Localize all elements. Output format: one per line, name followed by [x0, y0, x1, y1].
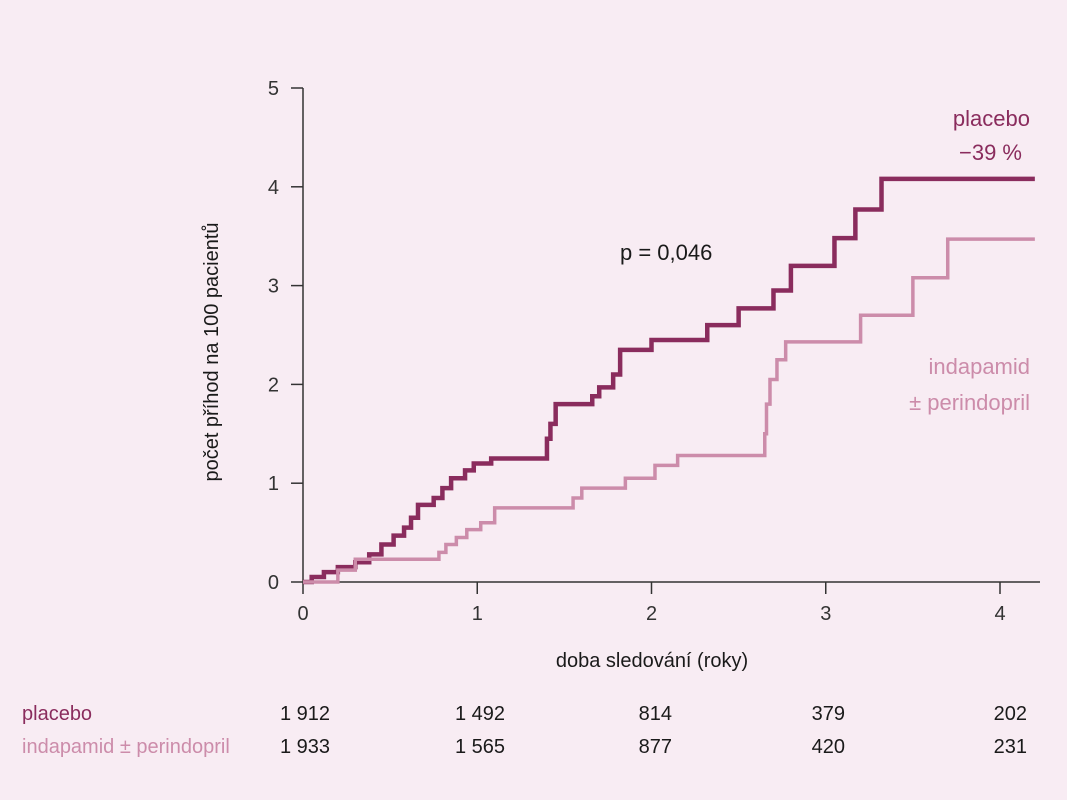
x-tick-label: 3 — [820, 603, 831, 625]
risk-row-label: placebo — [22, 703, 92, 725]
y-axis-title: počet příhod na 100 pacientů — [201, 222, 223, 481]
risk-value: 420 — [812, 736, 845, 758]
risk-row-label: indapamid ± perindopril — [22, 736, 230, 758]
series-line-indapamid — [303, 237, 1035, 584]
series-sublabel-indapamid: ± perindopril — [909, 390, 1030, 415]
risk-value: 1 565 — [455, 736, 505, 758]
y-tick-label: 5 — [268, 78, 279, 100]
y-tick-label: 2 — [268, 374, 279, 396]
risk-value: 379 — [812, 703, 845, 725]
risk-value: 231 — [994, 736, 1027, 758]
risk-value: 814 — [639, 703, 672, 725]
risk-value: 1 933 — [280, 736, 330, 758]
p-value-annotation: p = 0,046 — [620, 240, 712, 265]
y-tick-label: 3 — [268, 276, 279, 298]
risk-value: 1 492 — [455, 703, 505, 725]
series-line-placebo — [303, 176, 1035, 585]
y-tick-label: 1 — [268, 473, 279, 495]
x-tick-label: 4 — [994, 603, 1005, 625]
series-label-indapamid: indapamid — [928, 354, 1030, 379]
y-tick-label: 4 — [268, 177, 279, 199]
series-sublabel-placebo: −39 % — [959, 140, 1022, 165]
x-tick-label: 0 — [297, 603, 308, 625]
y-tick-label: 0 — [268, 572, 279, 594]
x-axis-title: doba sledování (roky) — [556, 650, 748, 672]
series-label-placebo: placebo — [953, 106, 1030, 131]
risk-value: 202 — [994, 703, 1027, 725]
x-tick-label: 2 — [646, 603, 657, 625]
x-tick-label: 1 — [472, 603, 483, 625]
risk-value: 877 — [639, 736, 672, 758]
risk-value: 1 912 — [280, 703, 330, 725]
